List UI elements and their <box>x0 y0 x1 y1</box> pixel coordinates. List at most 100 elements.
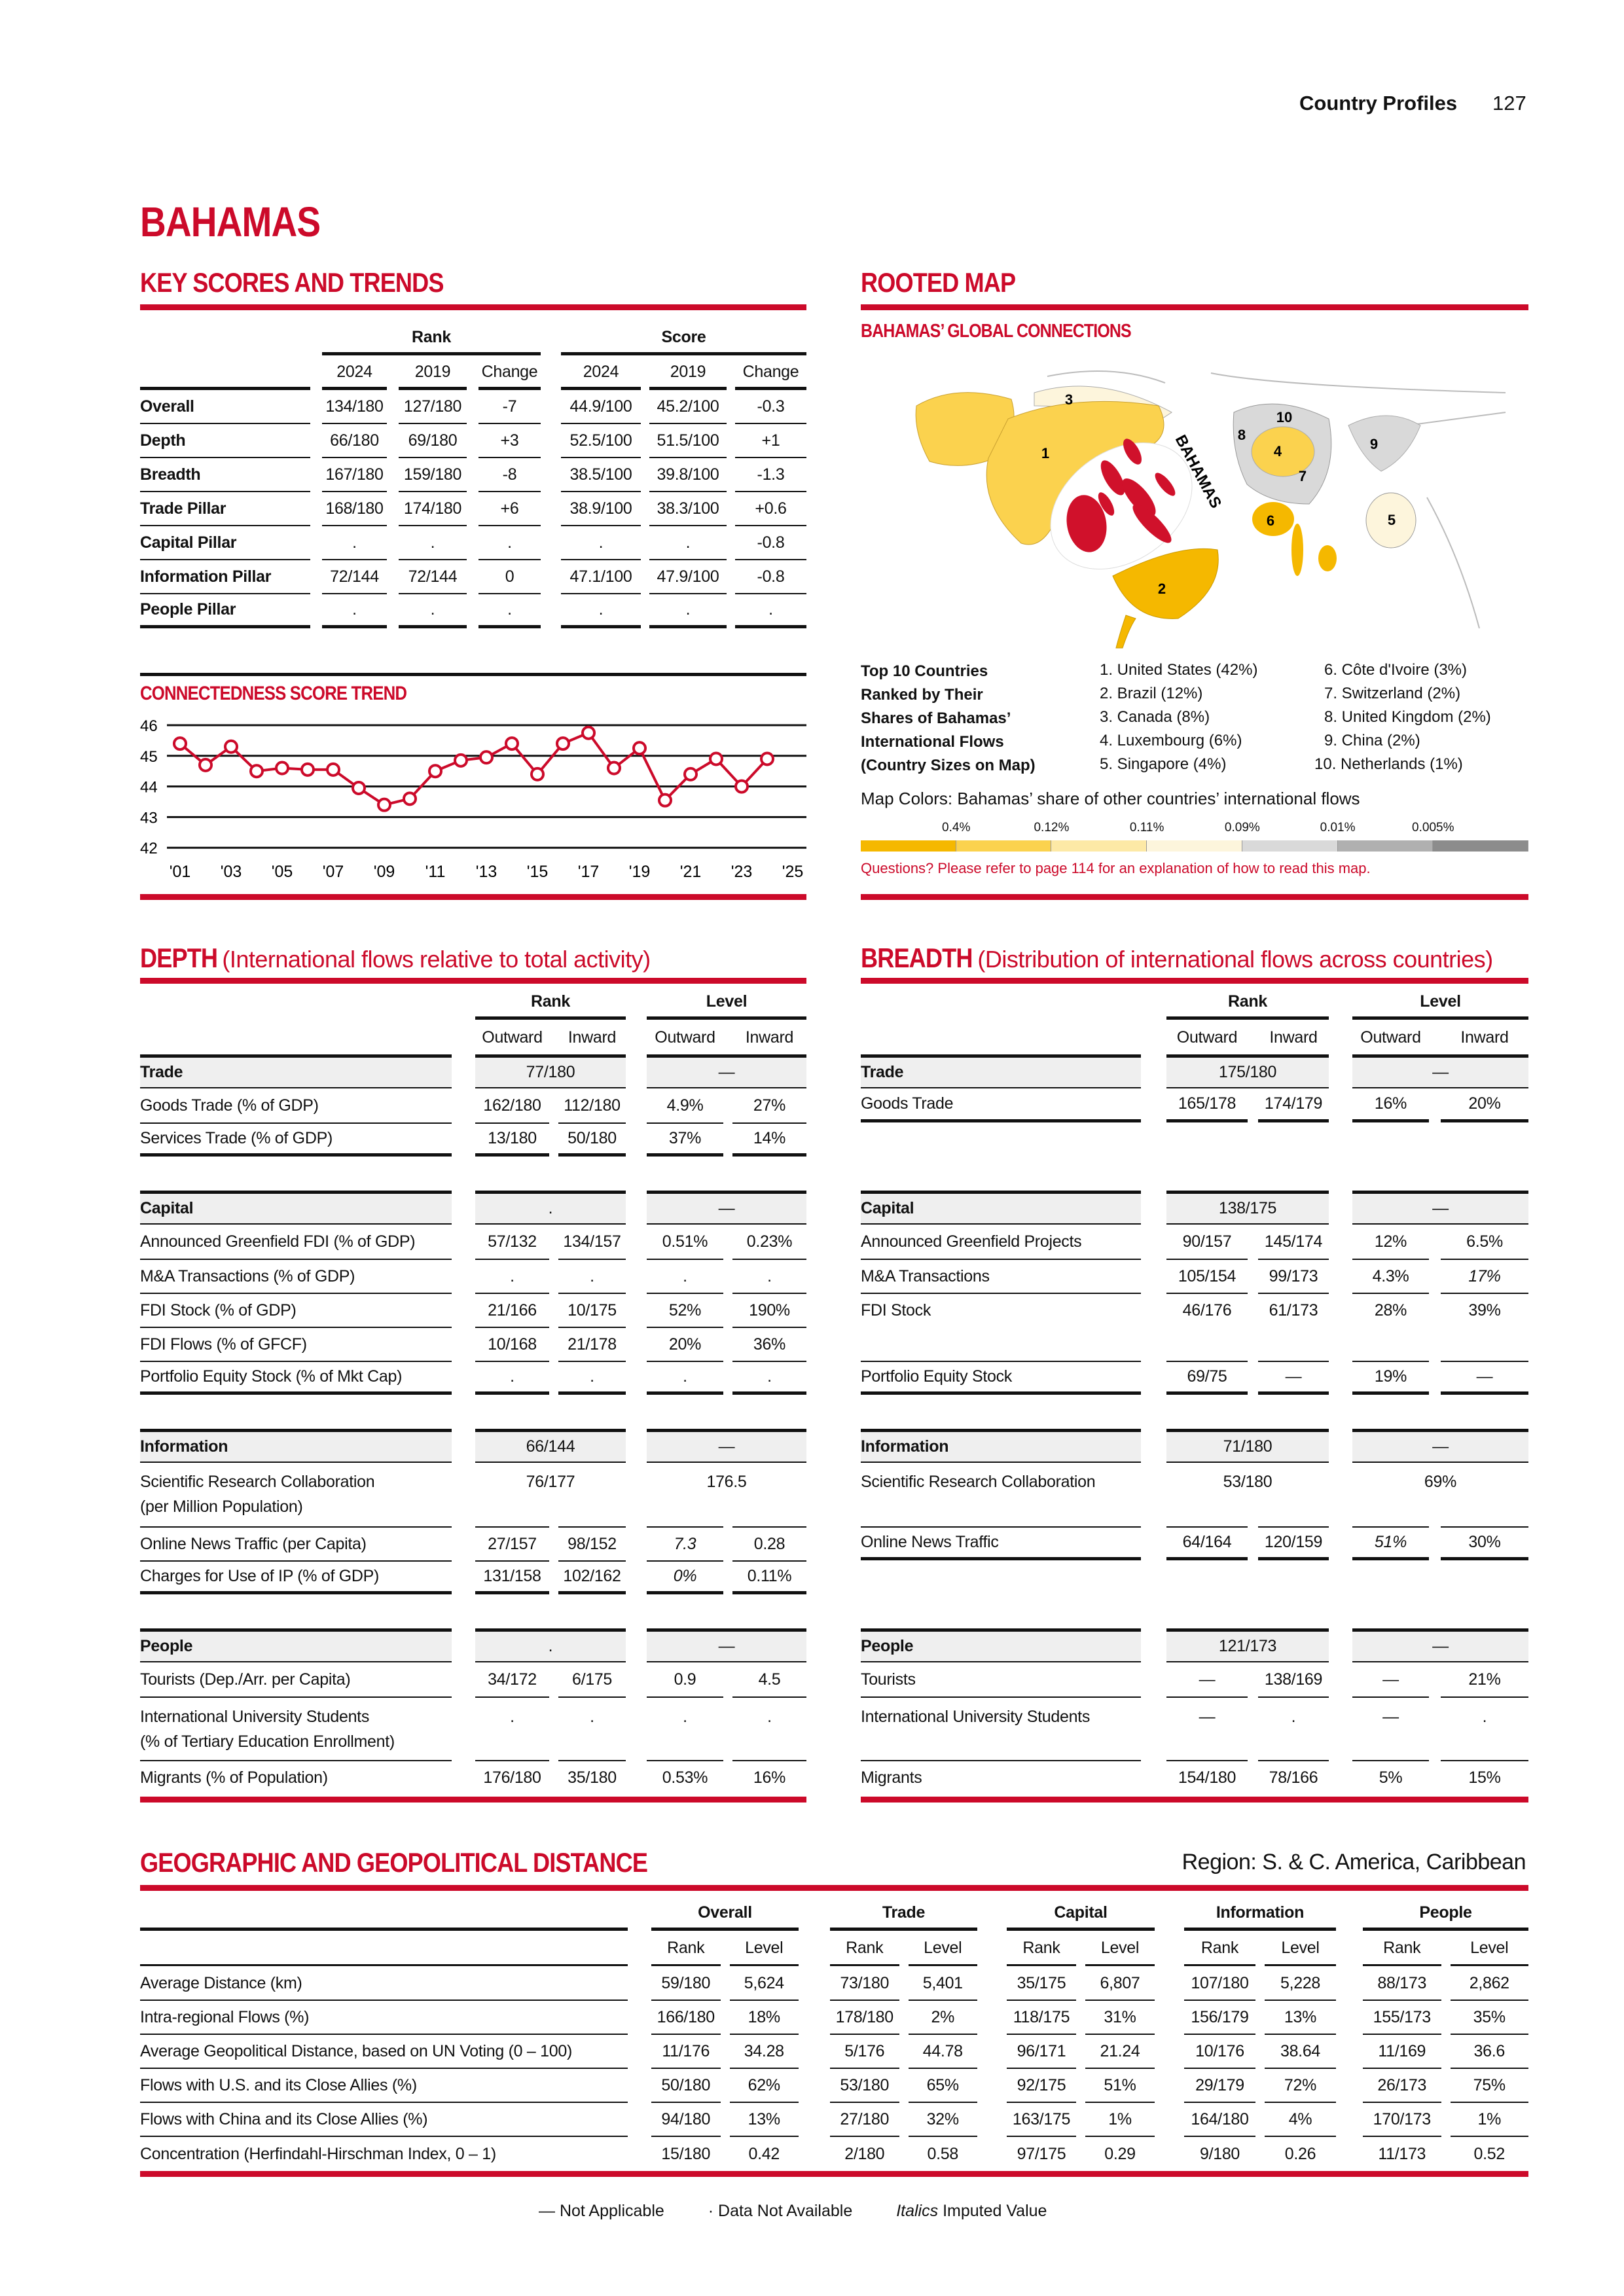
level-cell: 30% <box>1441 1526 1528 1560</box>
section-level: — <box>647 1054 806 1088</box>
score-cell: +0.6 <box>735 492 806 526</box>
section-rule <box>861 894 1528 900</box>
cote-divoire-shape <box>1252 502 1294 536</box>
rank-cell: . <box>475 1361 549 1395</box>
score-cell: 38.5/100 <box>561 458 641 492</box>
level-cell: 5,624 <box>729 1967 799 2001</box>
chart-title: CONNECTEDNESS SCORE TREND <box>140 683 407 704</box>
score-cell: 174/180 <box>399 492 467 526</box>
level-cell: 27% <box>753 1096 786 1115</box>
level-cell: — <box>1352 1696 1429 1760</box>
level-cell: 32% <box>908 2103 977 2137</box>
level-cell: 51% <box>1085 2069 1155 2103</box>
china-shape <box>1348 415 1421 472</box>
section-level: — <box>1352 1429 1528 1463</box>
section-level: — <box>647 1191 806 1225</box>
section-header: Information <box>140 1429 452 1463</box>
score-cell: 72/144 <box>399 560 467 594</box>
rank-cell: 76/177 <box>526 1473 575 1491</box>
level-header: Level <box>1265 1932 1336 1966</box>
data-point <box>300 762 315 777</box>
level-cell: 0.58 <box>927 2144 959 2163</box>
level-cell: . <box>647 1361 723 1395</box>
row-label: Average Distance (km) <box>140 1967 628 2001</box>
score-cell: -7 <box>478 390 541 424</box>
level-cell: . <box>732 1696 806 1760</box>
score-cell: 72/144 <box>322 560 387 594</box>
rank-cell: 46/176 <box>1166 1293 1248 1327</box>
header-spacer <box>140 1898 628 1931</box>
score-cell: 51.5/100 <box>649 424 727 458</box>
row-label: Overall <box>140 390 310 424</box>
inward-header: Inward <box>745 1028 794 1047</box>
legend-swatch <box>956 840 1052 852</box>
level-cell: 13% <box>729 2103 799 2137</box>
rank-cell: 11/176 <box>651 2035 721 2069</box>
rank-cell: 26/173 <box>1363 2069 1441 2103</box>
section-rule <box>140 894 806 900</box>
rank-cell: 59/180 <box>651 1967 721 2001</box>
level-cell: 36.6 <box>1450 2035 1528 2069</box>
legend-swatch <box>1433 840 1528 852</box>
rank-cell: 176/180 <box>475 1760 549 1794</box>
not-applicable-label: Not Applicable <box>559 2202 664 2220</box>
legend-threshold: 0.4% <box>942 821 971 834</box>
section-rank: 121/173 <box>1166 1628 1329 1662</box>
rank-cell: 73/180 <box>830 1967 899 2001</box>
level-cell: 21.24 <box>1085 2035 1155 2069</box>
top10-item: 9. China (2%) <box>1324 732 1420 749</box>
level-cell: 0.23% <box>746 1232 793 1251</box>
bahamas-island <box>1132 504 1172 543</box>
score-cell: . <box>649 526 727 560</box>
inward-header: Inward <box>1269 1028 1318 1047</box>
score-cell: . <box>735 594 806 628</box>
rank-cell: 50/180 <box>558 1122 626 1157</box>
rank-cell: 138/169 <box>1264 1670 1323 1689</box>
level-cell: 0% <box>647 1560 723 1594</box>
legend-threshold: 0.005% <box>1412 821 1454 834</box>
score-cell: 39.8/100 <box>649 458 727 492</box>
rank-cell: 6/175 <box>571 1670 613 1689</box>
score-cell: -8 <box>478 458 541 492</box>
rank-cell: 96/171 <box>1007 2035 1076 2069</box>
section-header: People <box>140 1628 452 1662</box>
rank-cell: 107/180 <box>1184 1967 1255 2001</box>
level-cell: 31% <box>1085 2001 1155 2035</box>
data-point <box>198 757 213 772</box>
score-cell: 168/180 <box>322 492 387 526</box>
section-rank: . <box>475 1628 626 1662</box>
level-cell: . <box>732 1259 806 1293</box>
rank-header: Rank <box>1184 1932 1255 1966</box>
rank-cell: 10/168 <box>475 1327 549 1361</box>
section-header: Trade <box>861 1054 1141 1088</box>
section-rule <box>140 1797 806 1803</box>
legend-threshold: 0.09% <box>1224 821 1260 834</box>
score-cell: -0.8 <box>735 560 806 594</box>
data-point <box>403 791 417 806</box>
x-tick-label: '11 <box>425 863 446 881</box>
row-label: Tourists <box>861 1670 916 1689</box>
data-point <box>683 766 698 781</box>
score-cell: . <box>322 526 387 560</box>
group-header: People <box>1363 1898 1528 1931</box>
rank-cell: — <box>1166 1696 1248 1760</box>
level-cell: 5% <box>1352 1760 1429 1794</box>
data-point <box>581 725 596 740</box>
breadth-heading: BREADTH (Distribution of international fl… <box>861 942 1493 974</box>
bahamas-island <box>1100 460 1125 495</box>
row-label: Information Pillar <box>140 560 310 594</box>
data-point <box>275 761 289 776</box>
rank-group-header: Rank <box>1166 987 1329 1020</box>
row-label: People Pillar <box>140 594 310 628</box>
depth-subtitle: (International flows relative to total a… <box>222 946 651 973</box>
level-cell: 37% <box>647 1122 723 1157</box>
row-label: Scientific Research Collaboration (per M… <box>140 1473 375 1516</box>
level-cell: 14% <box>732 1122 806 1157</box>
rank-cell: 10/175 <box>558 1293 626 1327</box>
score-cell: -0.3 <box>735 390 806 424</box>
level-cell: 38.64 <box>1265 2035 1336 2069</box>
region-label: Region: S. & C. America, Caribbean <box>1182 1850 1526 1874</box>
section-rank: 175/180 <box>1166 1054 1329 1088</box>
row-label: Goods Trade (% of GDP) <box>140 1096 319 1115</box>
level-cell: 16% <box>732 1760 806 1794</box>
